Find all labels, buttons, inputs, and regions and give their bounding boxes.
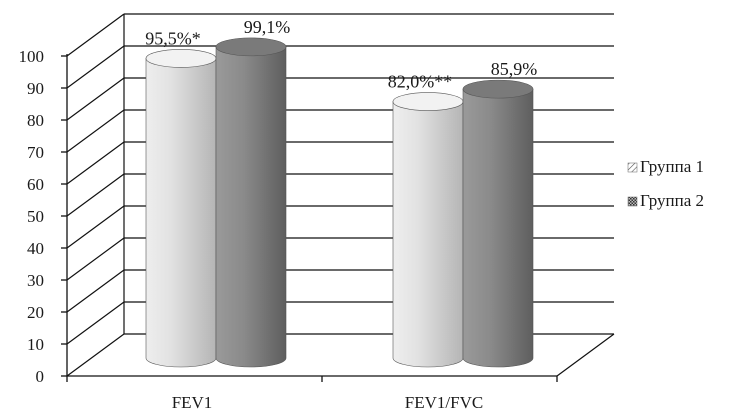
legend: Группа 1 Группа 2 [627,157,704,210]
y-tick-label: 30 [27,271,44,290]
gridline-side [66,301,125,345]
y-tick-label: 40 [27,239,44,258]
gridline-side [66,269,125,313]
cylinder-top [215,37,287,57]
legend-item: Группа 1 [627,157,704,176]
y-tick-label: 100 [19,47,45,66]
gridline-side [66,13,125,57]
bar-Группа 1-FEV1/FVC [392,92,464,368]
gridline-side [66,205,125,249]
cylinder-body [462,88,534,368]
floor-right-edge [556,333,615,377]
cylinder-body [392,101,464,368]
y-tick-label: 10 [27,335,44,354]
cylinder-body [215,46,287,368]
category-label: FEV1/FVC [405,393,483,412]
gridline-side [66,237,125,281]
data-label: 99,1% [244,17,291,37]
bar-Группа 2-FEV1 [215,37,287,368]
data-labels: 95,5%* 99,1% 82,0%** 85,9% [145,17,537,92]
legend-label: Группа 2 [640,191,704,210]
category-label: FEV1 [172,393,213,412]
data-label: 95,5%* [145,28,201,48]
gridline-side [66,109,125,153]
gridline-side [66,141,125,185]
y-tick-label: 70 [27,143,44,162]
y-tick-label: 60 [27,175,44,194]
cylinder-top [145,49,217,68]
cylinder-top [462,79,534,99]
axes [61,54,558,382]
y-tick-label: 0 [36,367,45,386]
cylinder-top [392,92,464,111]
legend-label: Группа 1 [640,157,704,176]
data-label: 82,0%** [388,72,453,92]
y-tick-label: 50 [27,207,44,226]
floor-left-edge [66,333,125,377]
y-tick-label: 90 [27,79,44,98]
bar-Группа 2-FEV1/FVC [462,79,534,368]
cylinder-body [145,58,217,368]
y-tick-label: 20 [27,303,44,322]
y-tick-label: 80 [27,111,44,130]
category-labels: FEV1 FEV1/FVC [172,393,484,412]
legend-swatch [627,196,638,207]
bars [145,37,534,368]
gridline-side [66,45,125,89]
legend-item: Группа 2 [627,191,704,210]
data-label: 85,9% [491,59,538,79]
gridline-side [66,77,125,121]
bar-Группа 1-FEV1 [145,49,217,368]
y-tick-labels: 0 10 20 30 40 50 60 70 80 90 100 [19,47,45,386]
legend-swatch [627,162,638,173]
gridline-side [66,173,125,217]
